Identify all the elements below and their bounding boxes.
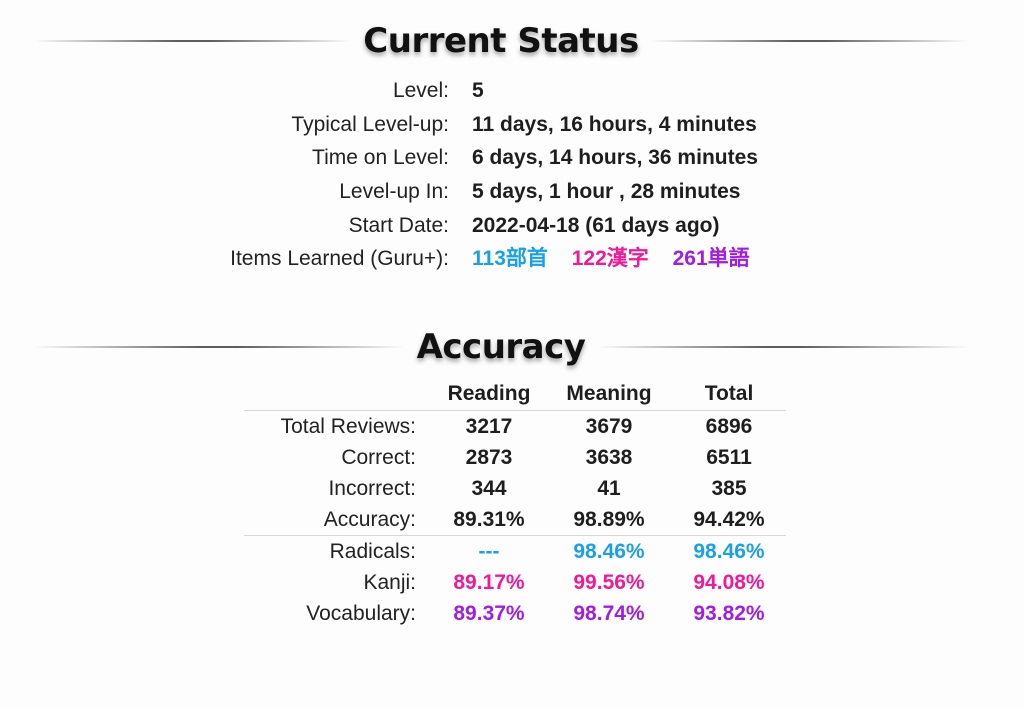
row-label: Kanji: [363,570,416,594]
total-cell: 6896 [705,414,753,438]
total-cell: 6511 [706,445,752,469]
header-rule-left [34,40,352,42]
time-on-level-label: Time on Level: [312,146,449,169]
row-label: Incorrect: [328,476,416,500]
meaning-cell: 3638 [585,445,633,469]
column-header-meaning: Meaning [546,378,672,411]
start-date-label: Start Date: [348,214,449,237]
header-blank-cell [244,378,432,411]
table-row: Accuracy: 89.31% 98.89% 94.42% [244,504,786,536]
meaning-cell: 41 [597,476,621,500]
total-cell: 385 [711,476,747,500]
total-cell: 93.82% [693,601,765,625]
typical-levelup-label: Typical Level-up: [291,113,449,136]
reading-cell: 89.37% [453,601,525,625]
accuracy-table-header: Reading Meaning Total [244,378,786,411]
typical-levelup-value: 11 days, 16 hours, 4 minutes [472,113,757,136]
reading-cell: 89.17% [453,570,525,594]
reading-cell: 344 [471,476,507,500]
reading-cell: 89.31% [453,507,525,531]
accuracy-title: Accuracy [416,327,586,367]
row-label: Correct: [341,445,416,469]
reading-cell: --- [432,535,546,567]
reading-cell: 2873 [465,445,513,469]
start-date-value: 2022-04-18 (61 days ago) [472,214,720,237]
status-row-start-date: Start Date: 2022-04-18 (61 days ago) [0,209,1024,243]
header-rule-right [597,346,969,348]
reading-cell: 3217 [465,414,513,438]
column-header-total: Total [672,378,786,411]
items-kanji-count: 122漢字 [571,247,649,270]
status-row-items-learned: Items Learned (Guru+): 113部首 122漢字 261単語 [0,242,1024,276]
row-label: Radicals: [244,535,432,567]
total-cell: 94.08% [693,570,765,594]
row-label: Vocabulary: [306,601,416,625]
accuracy-header: Accuracy [34,325,969,369]
time-on-level-value: 6 days, 14 hours, 36 minutes [472,146,758,169]
total-cell: 94.42% [693,507,765,531]
table-row: Radicals: --- 98.46% 98.46% [244,535,786,567]
meaning-cell: 99.56% [573,570,645,594]
header-rule-left [34,346,405,348]
table-row: Total Reviews: 3217 3679 6896 [244,411,786,443]
table-row: Vocabulary: 89.37% 98.74% 93.82% [244,598,786,629]
column-header-reading: Reading [432,378,546,411]
status-row-time-on-level: Time on Level: 6 days, 14 hours, 36 minu… [0,141,1024,175]
table-row: Incorrect: 344 41 385 [244,473,786,504]
status-row-level: Level: 5 [0,74,1024,108]
levelup-in-value: 5 days, 1 hour , 28 minutes [472,180,741,203]
status-row-typical-levelup: Typical Level-up: 11 days, 16 hours, 4 m… [0,108,1024,142]
items-vocabulary-count: 261単語 [672,247,750,270]
levelup-in-label: Level-up In: [339,180,449,203]
table-row: Correct: 2873 3638 6511 [244,442,786,473]
accuracy-table: Reading Meaning Total Total Reviews: 321… [244,378,786,629]
level-label: Level: [392,79,449,102]
row-label: Accuracy: [323,507,416,531]
meaning-cell: 3679 [585,414,633,438]
items-learned-label: Items Learned (Guru+): [230,247,449,270]
total-cell: 98.46% [672,535,786,567]
items-learned-values: 113部首 122漢字 261単語 [472,242,768,276]
meaning-cell: 98.89% [573,507,645,531]
row-label: Total Reviews: [280,414,416,438]
table-row: Kanji: 89.17% 99.56% 94.08% [244,567,786,598]
current-status-title: Current Status [363,21,639,61]
header-rule-right [650,40,968,42]
meaning-cell: 98.46% [546,535,672,567]
current-status-header: Current Status [34,19,968,63]
items-radicals-count: 113部首 [472,247,548,270]
level-value: 5 [472,79,484,102]
meaning-cell: 98.74% [573,601,645,625]
status-row-levelup-in: Level-up In: 5 days, 1 hour , 28 minutes [0,175,1024,209]
